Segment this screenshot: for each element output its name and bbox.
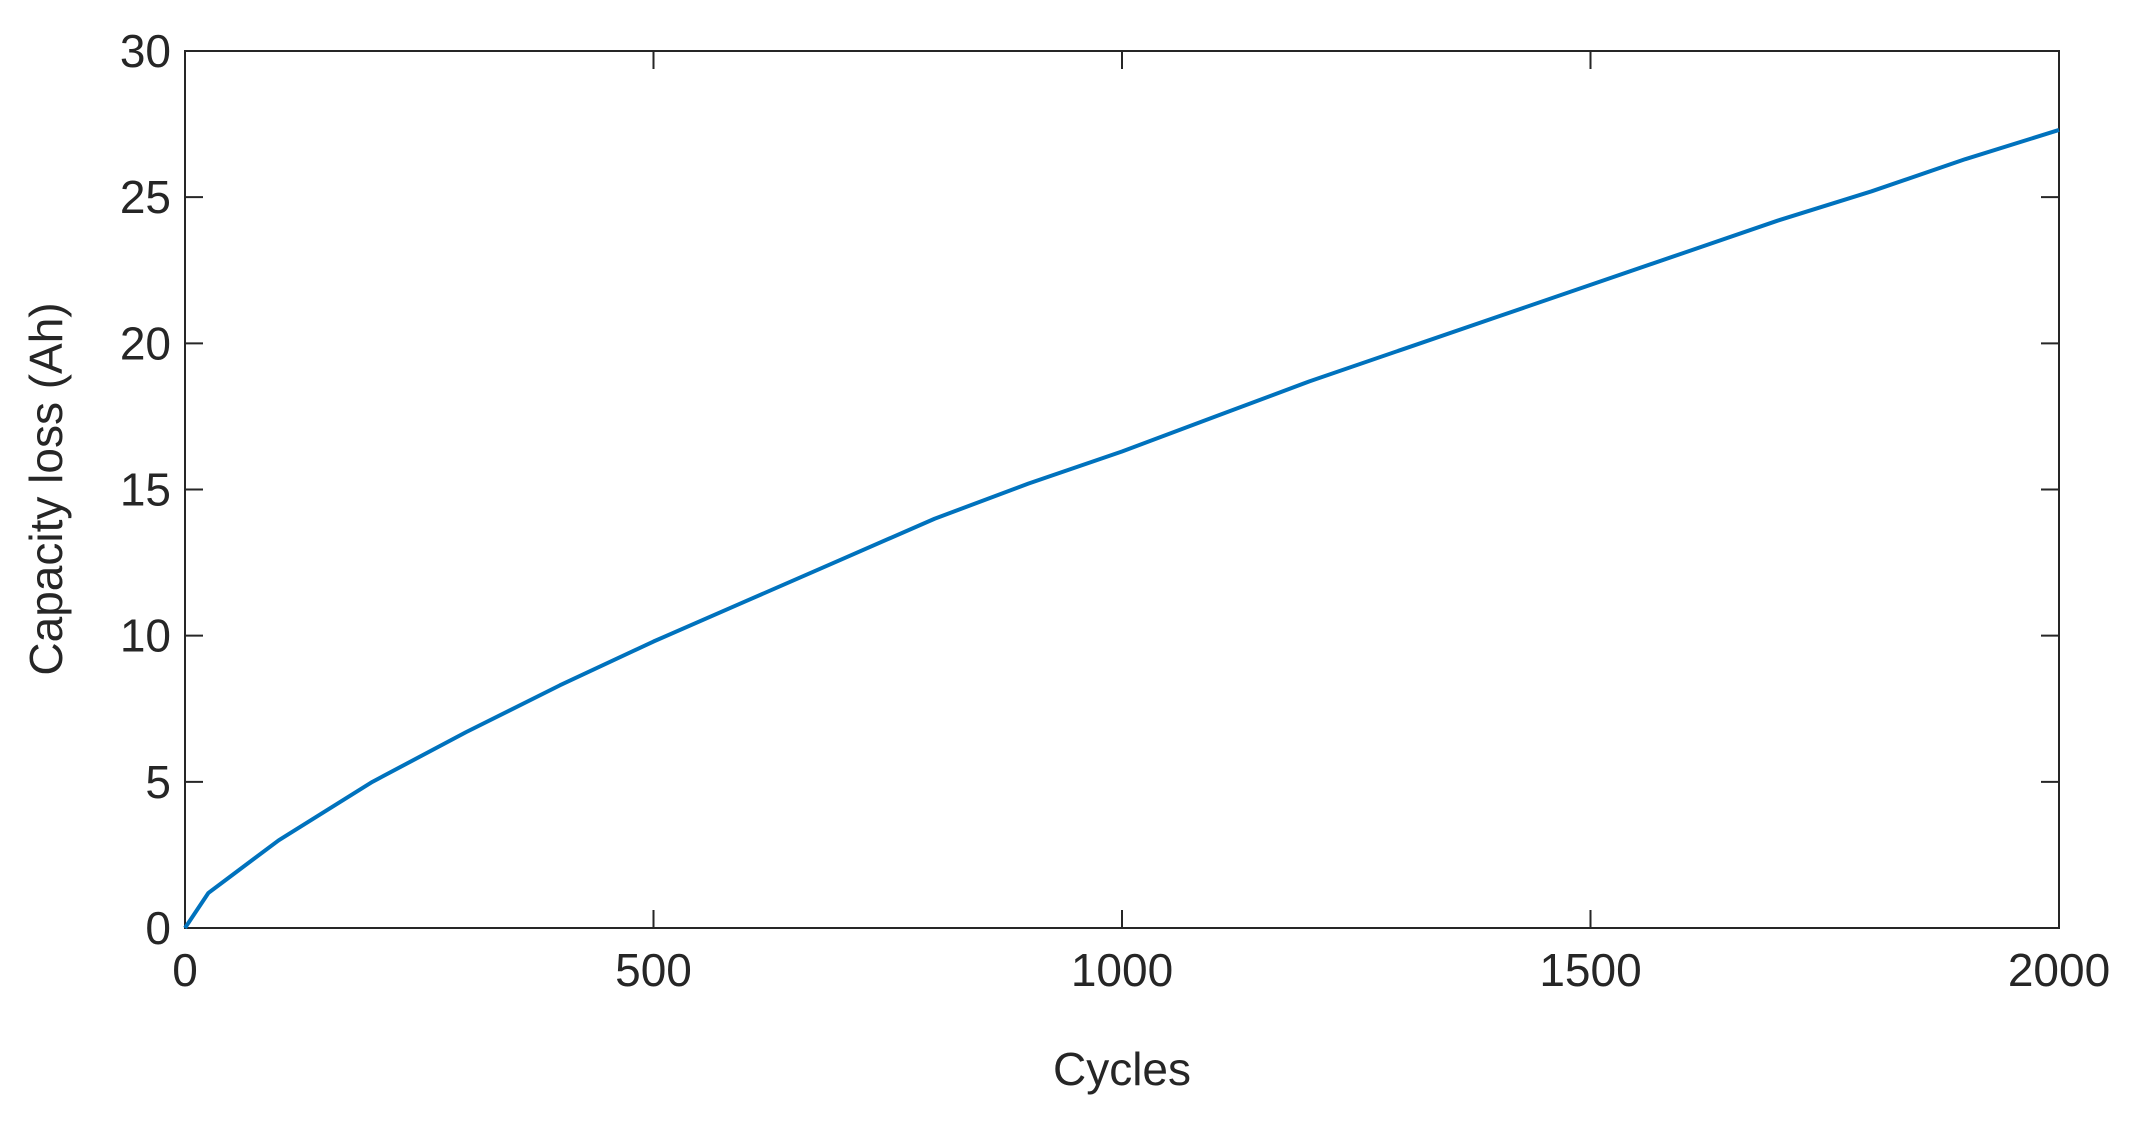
plot-frame (184, 50, 2060, 929)
x-tick-label: 1500 (1539, 944, 1641, 996)
y-tick-label: 0 (145, 902, 171, 954)
data-line (183, 128, 2060, 930)
x-tick-label: 1000 (1071, 944, 1173, 996)
y-tick-label: 10 (120, 610, 171, 662)
y-tick-label: 5 (145, 756, 171, 808)
y-tick-label: 15 (120, 464, 171, 516)
y-tick-label: 20 (120, 317, 171, 369)
x-tick-label: 500 (615, 944, 692, 996)
y-tick-label: 25 (120, 171, 171, 223)
x-axis-label: Cycles (1053, 1043, 1191, 1095)
y-tick-label: 30 (120, 25, 171, 77)
y-axis-label: Capacity loss (Ah) (20, 302, 72, 675)
x-tick-label: 0 (172, 944, 198, 996)
x-tick-label: 2000 (2008, 944, 2110, 996)
